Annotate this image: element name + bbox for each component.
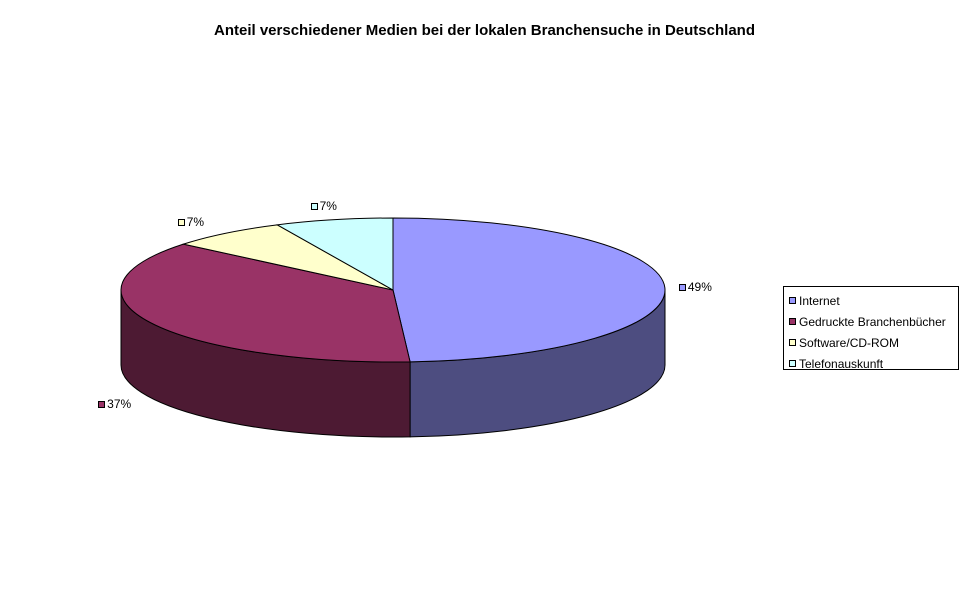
legend-label: Internet [799, 293, 840, 308]
legend: Internet Gedruckte Branchenbücher Software… [783, 286, 959, 371]
legend-item-telefonauskunft: Telefonauskunft [789, 353, 958, 374]
data-label-key [177, 218, 185, 226]
data-label-text: 7% [186, 215, 205, 230]
legend-swatch [789, 318, 796, 325]
legend-label: Telefonauskunft [799, 356, 884, 371]
data-label-text: 7% [319, 199, 337, 214]
legend-item-internet: Internet [789, 290, 958, 311]
data-label-gedruckte-branchenb-cher: 37% [98, 397, 131, 411]
data-label-text: 37% [107, 397, 132, 412]
data-label-software-cd-rom: 7% [177, 215, 205, 230]
data-label-internet: 49% [678, 280, 712, 295]
legend-item-gedruckte-branchenb-cher: Gedruckte Branchenbücher [789, 311, 958, 332]
pie-sides [120, 289, 666, 438]
pie-slice-internet [392, 217, 666, 363]
data-label-text: 49% [687, 280, 712, 295]
legend-swatch [789, 339, 796, 346]
data-label-key [678, 283, 686, 291]
legend-swatch [789, 360, 796, 367]
chart-title: Anteil verschiedener Medien bei der loka… [214, 22, 755, 39]
pie-slice-telefonauskunft [275, 217, 394, 291]
data-label-telefonauskunft: 7% [310, 199, 337, 214]
legend-item-software-cd-rom: Software/CD-ROM [789, 332, 958, 353]
pie-slice-gedruckte-branchenb-cher [120, 243, 411, 363]
data-label-key [310, 202, 318, 210]
pie-slice-software-cd-rom [181, 224, 394, 291]
legend-swatch [789, 297, 796, 304]
legend-label: Software/CD-ROM [799, 335, 900, 350]
legend-label: Gedruckte Branchenbücher [799, 314, 946, 329]
pie-tops [120, 217, 666, 363]
data-label-key [98, 400, 106, 408]
